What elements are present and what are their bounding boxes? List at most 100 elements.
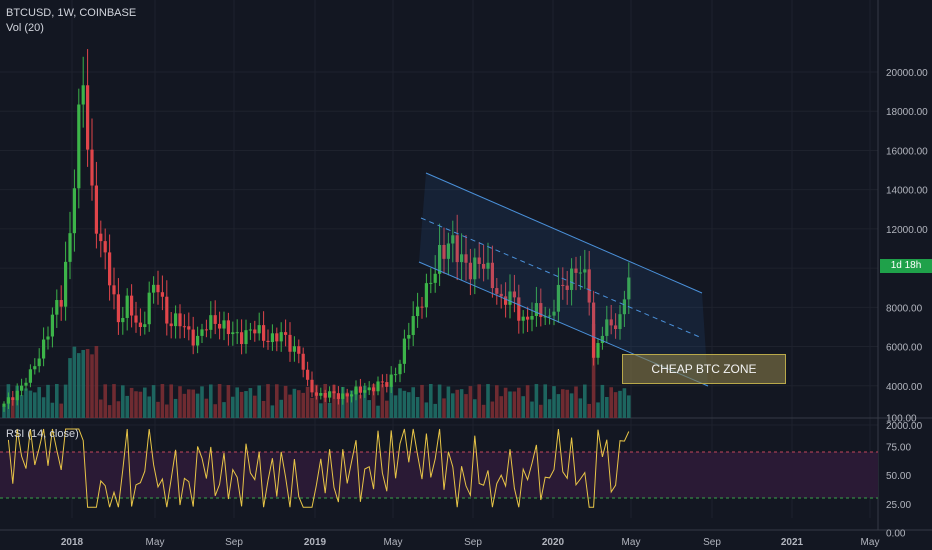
candle-body bbox=[138, 322, 142, 328]
candle-body bbox=[574, 268, 578, 273]
time-tick-label: 2018 bbox=[61, 537, 84, 548]
candle-body bbox=[389, 374, 393, 387]
volume-bar bbox=[173, 398, 178, 418]
volume-bar bbox=[195, 393, 200, 418]
volume-bar bbox=[107, 405, 112, 418]
volume-bar bbox=[248, 388, 253, 418]
volume-bar bbox=[336, 397, 341, 418]
candle-body bbox=[121, 317, 125, 323]
volume-bar bbox=[473, 399, 477, 418]
time-axis[interactable]: 2018 May Sep 2019 May Sep 2020 May Sep 2021 May bbox=[61, 537, 880, 548]
candle-body bbox=[231, 332, 235, 335]
candle-body bbox=[499, 293, 503, 297]
volume-bar bbox=[591, 324, 596, 418]
volume-bar bbox=[129, 387, 134, 418]
candle-body bbox=[301, 353, 305, 370]
candle-body bbox=[416, 306, 420, 317]
time-tick-label: 2019 bbox=[304, 537, 327, 548]
candle-body bbox=[147, 292, 151, 325]
time-tick-label: 2020 bbox=[542, 537, 565, 548]
volume-bar bbox=[46, 384, 50, 418]
candle-body bbox=[407, 334, 411, 339]
volume-bar bbox=[477, 384, 481, 418]
candle-body bbox=[72, 188, 76, 234]
volume-bar bbox=[28, 390, 33, 418]
volume-bar bbox=[261, 400, 266, 418]
volume-bar bbox=[33, 392, 37, 418]
volume-bar bbox=[85, 348, 90, 418]
candle-body bbox=[200, 329, 204, 336]
candle-body bbox=[270, 333, 274, 343]
candle-body bbox=[68, 233, 72, 262]
candle-body bbox=[297, 346, 301, 354]
volume-bar bbox=[55, 384, 59, 418]
candle-body bbox=[587, 269, 591, 303]
volume-bar bbox=[209, 384, 213, 418]
candle-body bbox=[424, 283, 428, 308]
volume-bar bbox=[363, 385, 367, 418]
volume-bar bbox=[59, 403, 63, 418]
candle-body bbox=[596, 343, 600, 358]
candle-body bbox=[134, 315, 138, 323]
rsi-legend[interactable]: RSI (14, close) bbox=[6, 428, 79, 440]
candle-body bbox=[446, 243, 450, 259]
volume-legend[interactable]: Vol (20) bbox=[6, 22, 44, 34]
price-tick-label: 4000.00 bbox=[886, 382, 923, 393]
volume-bar bbox=[380, 384, 385, 418]
volume-bar bbox=[468, 386, 473, 418]
candle-body bbox=[292, 346, 296, 352]
volume-bar bbox=[521, 396, 525, 418]
price-axis[interactable]: 20000.00 18000.00 16000.00 14000.00 12000.00… bbox=[886, 68, 928, 540]
candle-body bbox=[354, 386, 358, 395]
volume-bar bbox=[41, 397, 46, 418]
volume-bar bbox=[143, 387, 147, 418]
symbol-legend[interactable]: BTCUSD, 1W, COINBASE bbox=[6, 7, 137, 19]
candle-body bbox=[112, 285, 116, 295]
candle-body bbox=[442, 244, 446, 259]
candle-body bbox=[543, 316, 547, 318]
candle-body bbox=[284, 332, 288, 335]
volume-bar bbox=[231, 396, 235, 418]
volume-bar bbox=[81, 349, 85, 418]
volume-bar bbox=[495, 385, 499, 418]
candle-body bbox=[609, 319, 613, 326]
volume-bar bbox=[385, 400, 389, 418]
candle-body bbox=[402, 338, 406, 364]
volume-bar bbox=[420, 384, 424, 418]
candle-body bbox=[380, 381, 384, 383]
candle-body bbox=[42, 339, 46, 359]
volume-bar bbox=[116, 401, 121, 418]
candle-body bbox=[583, 269, 587, 273]
candle-body bbox=[464, 254, 468, 263]
time-tick-label: May bbox=[622, 537, 641, 548]
volume-bar bbox=[627, 395, 631, 418]
volume-bar bbox=[552, 386, 556, 418]
rsi-band bbox=[0, 452, 878, 498]
candle-body bbox=[64, 261, 68, 307]
volume-bar bbox=[569, 393, 574, 418]
volume-bar bbox=[354, 388, 358, 418]
volume-bar bbox=[618, 390, 622, 418]
volume-bar bbox=[512, 391, 517, 418]
candle-body bbox=[288, 334, 292, 352]
price-tick-label: 16000.00 bbox=[886, 146, 928, 157]
volume-bar bbox=[204, 398, 209, 418]
volume-bar bbox=[77, 353, 81, 418]
volume-bar bbox=[600, 384, 605, 418]
candle-body bbox=[526, 316, 530, 320]
candle-body bbox=[372, 387, 376, 392]
candle-body bbox=[125, 295, 129, 318]
candle-body bbox=[46, 336, 50, 340]
price-tick-label: 14000.00 bbox=[886, 186, 928, 197]
volume-bar bbox=[345, 392, 349, 418]
volume-bar bbox=[543, 384, 547, 418]
candle-body bbox=[411, 316, 415, 335]
cheap-btc-zone-label[interactable]: CHEAP BTC ZONE bbox=[622, 354, 786, 384]
volume-bar bbox=[609, 387, 613, 418]
rsi-tick-label: 0.00 bbox=[886, 529, 906, 540]
candle-body bbox=[460, 254, 464, 263]
candle-body bbox=[24, 382, 28, 386]
volume-bar bbox=[349, 390, 354, 418]
candle-body bbox=[253, 329, 257, 334]
